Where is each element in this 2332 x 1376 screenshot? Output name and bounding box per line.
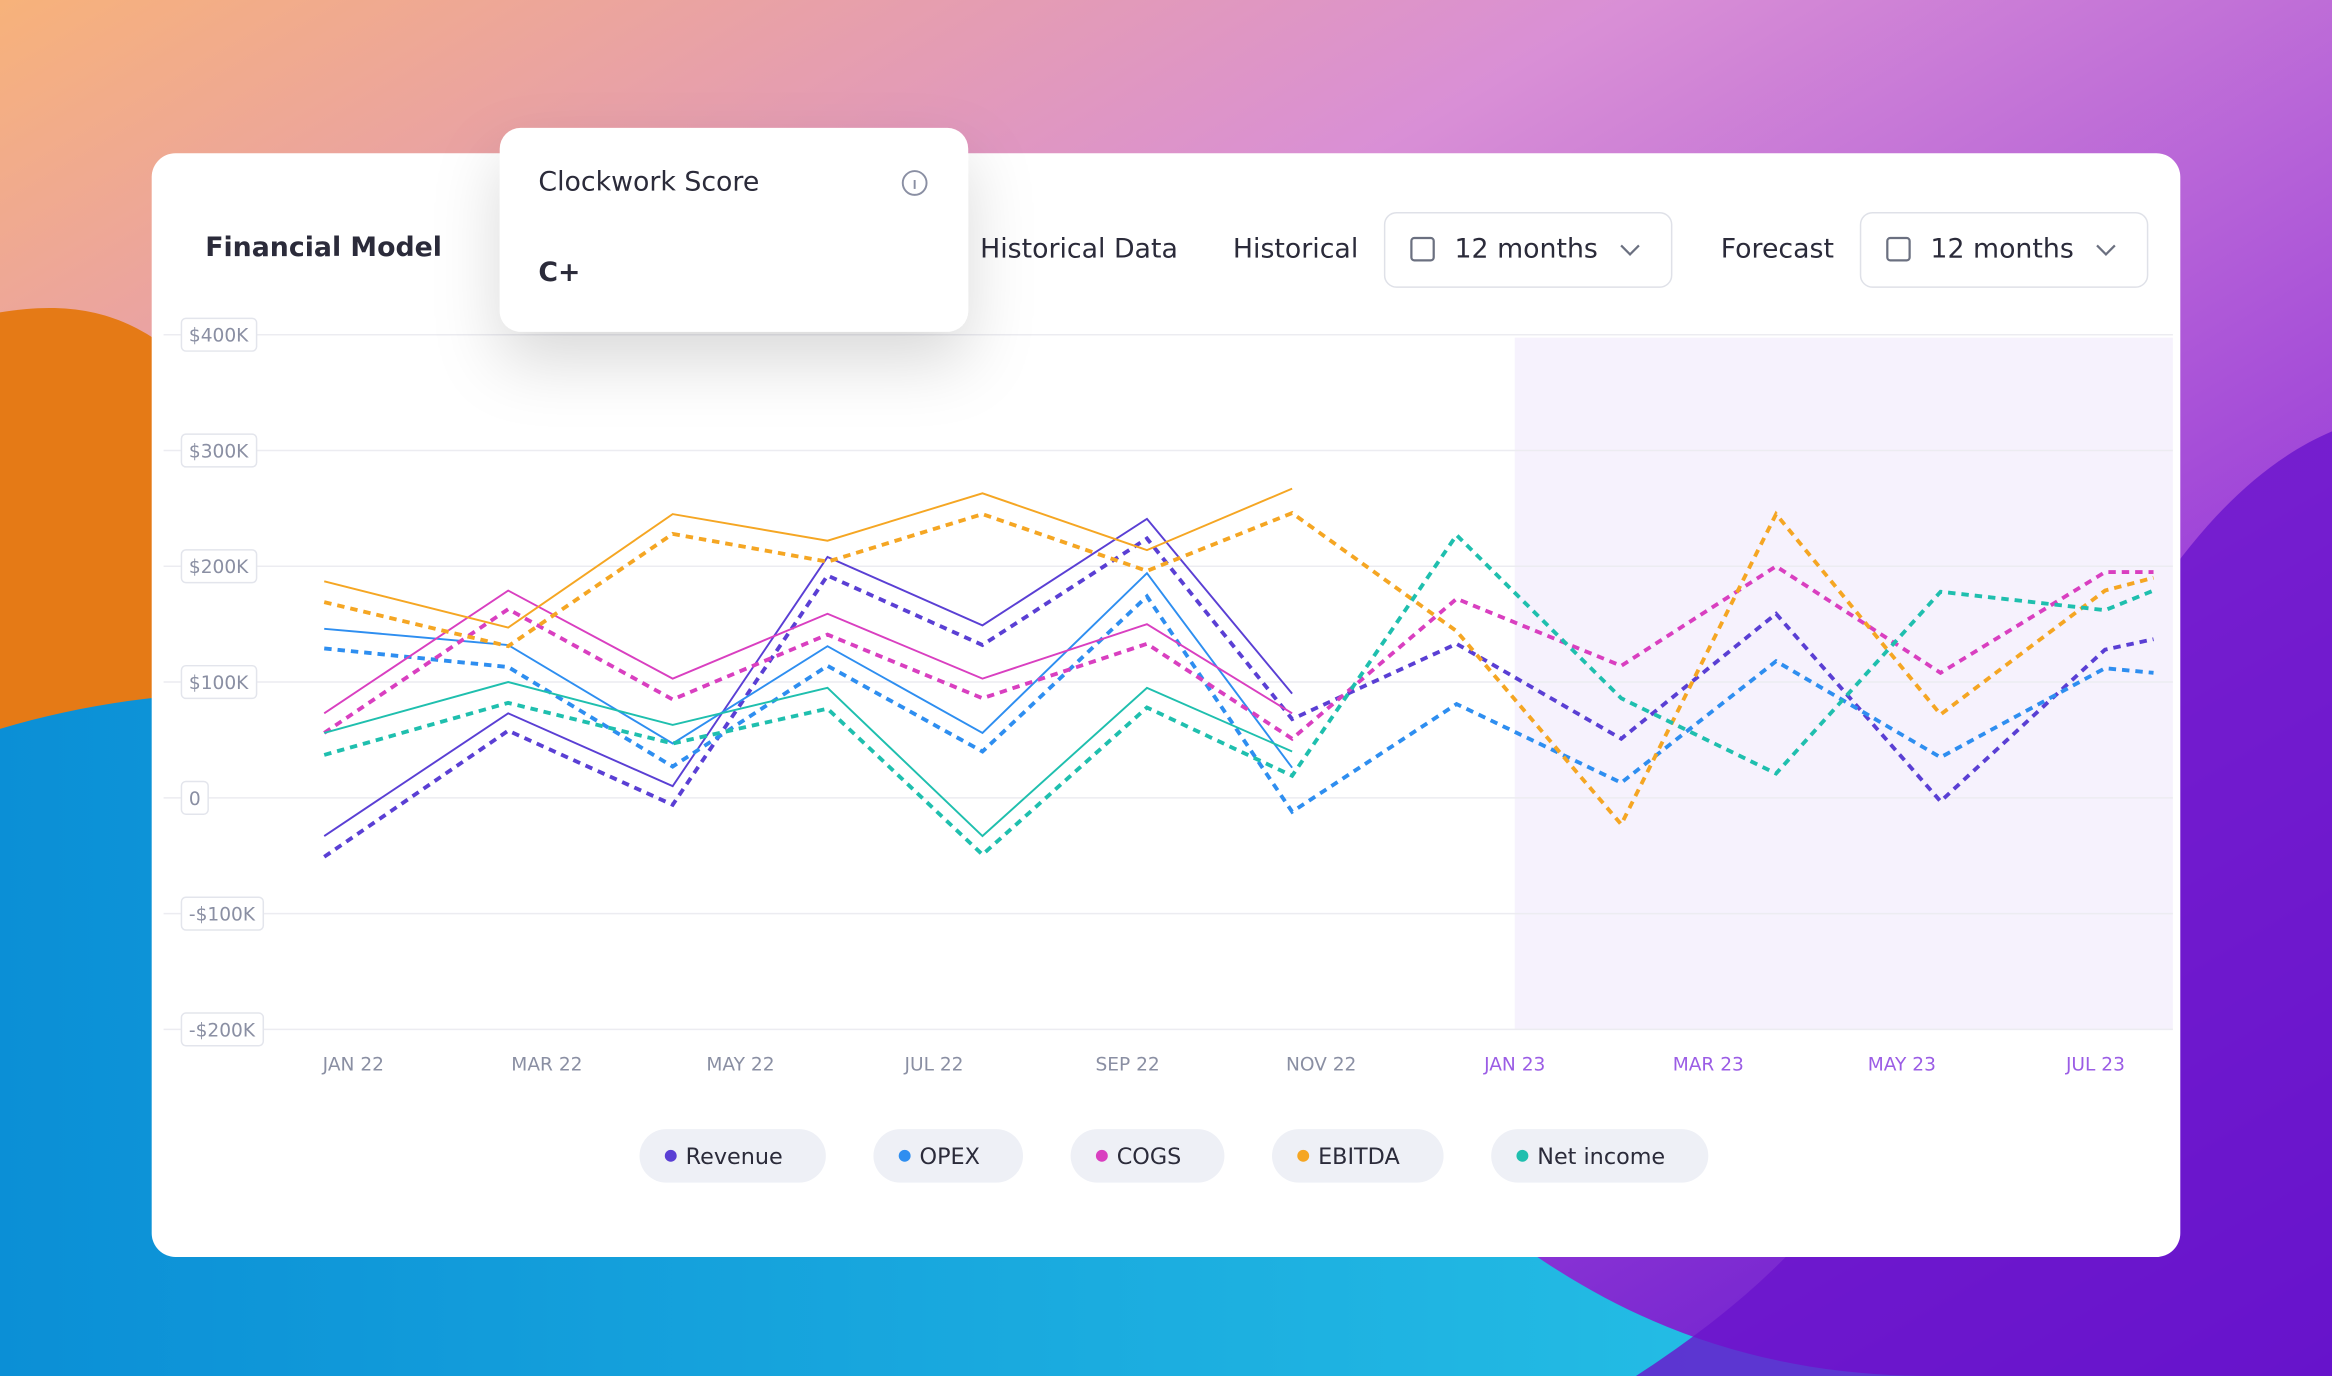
dropdown-value: 12 months	[1930, 233, 2073, 264]
legend-pill	[1070, 1129, 1225, 1183]
y-tick-box	[180, 664, 258, 700]
legend-swatch	[1516, 1149, 1529, 1162]
x-tick-label: MAR 22	[511, 1055, 582, 1076]
x-tick-label: MAY 22	[706, 1055, 774, 1076]
y-tick-box	[180, 896, 265, 931]
legend-swatch	[664, 1149, 677, 1162]
legend-label: Net income	[1537, 1144, 1665, 1170]
y-tick-label: -$200K	[189, 1020, 256, 1041]
historical-data-toggle[interactable]: Historical Data	[980, 233, 1178, 264]
forecast-dropdown[interactable]: 12 months	[1859, 211, 2149, 288]
dashed-line	[323, 564, 2154, 742]
score-value: C+	[538, 257, 580, 288]
score-popup: Clockwork Score C+	[499, 127, 969, 332]
legend-label: EBITDA	[1318, 1144, 1400, 1170]
legend-pill	[873, 1129, 1024, 1183]
x-tick-label: JAN 22	[322, 1055, 384, 1076]
y-tick-box	[180, 317, 258, 352]
line	[323, 487, 1293, 629]
y-tick-box	[180, 780, 209, 815]
chevron	[2096, 244, 2116, 256]
x-tick-label: MAR 23	[1673, 1055, 1744, 1076]
x-tick-label: JAN 23	[1483, 1055, 1545, 1076]
legend-item[interactable]: EBITDA	[1272, 1129, 1444, 1183]
legend-pill	[1272, 1129, 1444, 1183]
legend-label: COGS	[1117, 1144, 1182, 1170]
legend: Revenue OPEX COGS EBITDA Net income	[639, 1129, 1709, 1183]
y-tick-label: $100K	[189, 673, 249, 694]
historical-dropdown[interactable]: 12 months	[1383, 211, 1673, 288]
dashed-line	[324, 593, 2154, 815]
dropdown-box	[1383, 211, 1673, 288]
calendar-icon	[1410, 236, 1435, 262]
y-tick-box	[180, 549, 258, 584]
line	[323, 589, 1293, 715]
y-tick-label: $400K	[189, 326, 249, 347]
legend-item[interactable]: Revenue	[639, 1129, 826, 1183]
legend-item[interactable]: OPEX	[873, 1129, 1024, 1183]
popup-title: Clockwork Score	[538, 166, 759, 197]
x-tick-label: NOV 22	[1286, 1055, 1356, 1076]
legend-swatch	[898, 1149, 911, 1162]
legend-item[interactable]: COGS	[1070, 1129, 1225, 1183]
legend-swatch	[1095, 1149, 1108, 1162]
legend-label: Revenue	[686, 1144, 783, 1170]
popup-box	[499, 127, 969, 332]
x-tick-label: MAY 23	[1868, 1055, 1936, 1076]
dropdown-value: 12 months	[1455, 233, 1598, 264]
card-title: Financial Model	[205, 232, 442, 263]
y-tick-label: -$100K	[189, 905, 256, 926]
legend-item[interactable]: Net income	[1491, 1129, 1709, 1183]
line	[323, 517, 1293, 837]
y-tick-label: $200K	[189, 557, 249, 578]
x-tick-label: JUL 22	[904, 1055, 964, 1076]
legend-pill	[639, 1129, 826, 1183]
chevron	[1620, 244, 1640, 256]
dropdown-box	[1859, 211, 2149, 288]
calendar-icon	[1886, 236, 1911, 262]
dashed-line	[323, 532, 2155, 858]
y-tick-box	[180, 433, 258, 468]
info-icon[interactable]	[901, 170, 928, 196]
line	[323, 681, 1293, 838]
plot: $400K $300K $200K $100K 0 -$100K -$200K JAN 22 M…	[163, 317, 2173, 1076]
legend-swatch	[1297, 1149, 1310, 1162]
legend-label: OPEX	[920, 1144, 980, 1170]
y-tick-label: 0	[189, 789, 201, 810]
x-tick-label: SEP 22	[1095, 1055, 1159, 1076]
y-tick-box	[180, 1012, 265, 1047]
historical-label: Historical	[1233, 233, 1358, 264]
dashed-line	[323, 535, 2154, 859]
forecast-label: Forecast	[1721, 233, 1834, 264]
legend-pill	[1491, 1129, 1709, 1183]
x-tick-label: JUL 23	[2065, 1055, 2125, 1076]
y-tick-label: $300K	[189, 441, 249, 462]
dashed-line	[323, 510, 2155, 828]
